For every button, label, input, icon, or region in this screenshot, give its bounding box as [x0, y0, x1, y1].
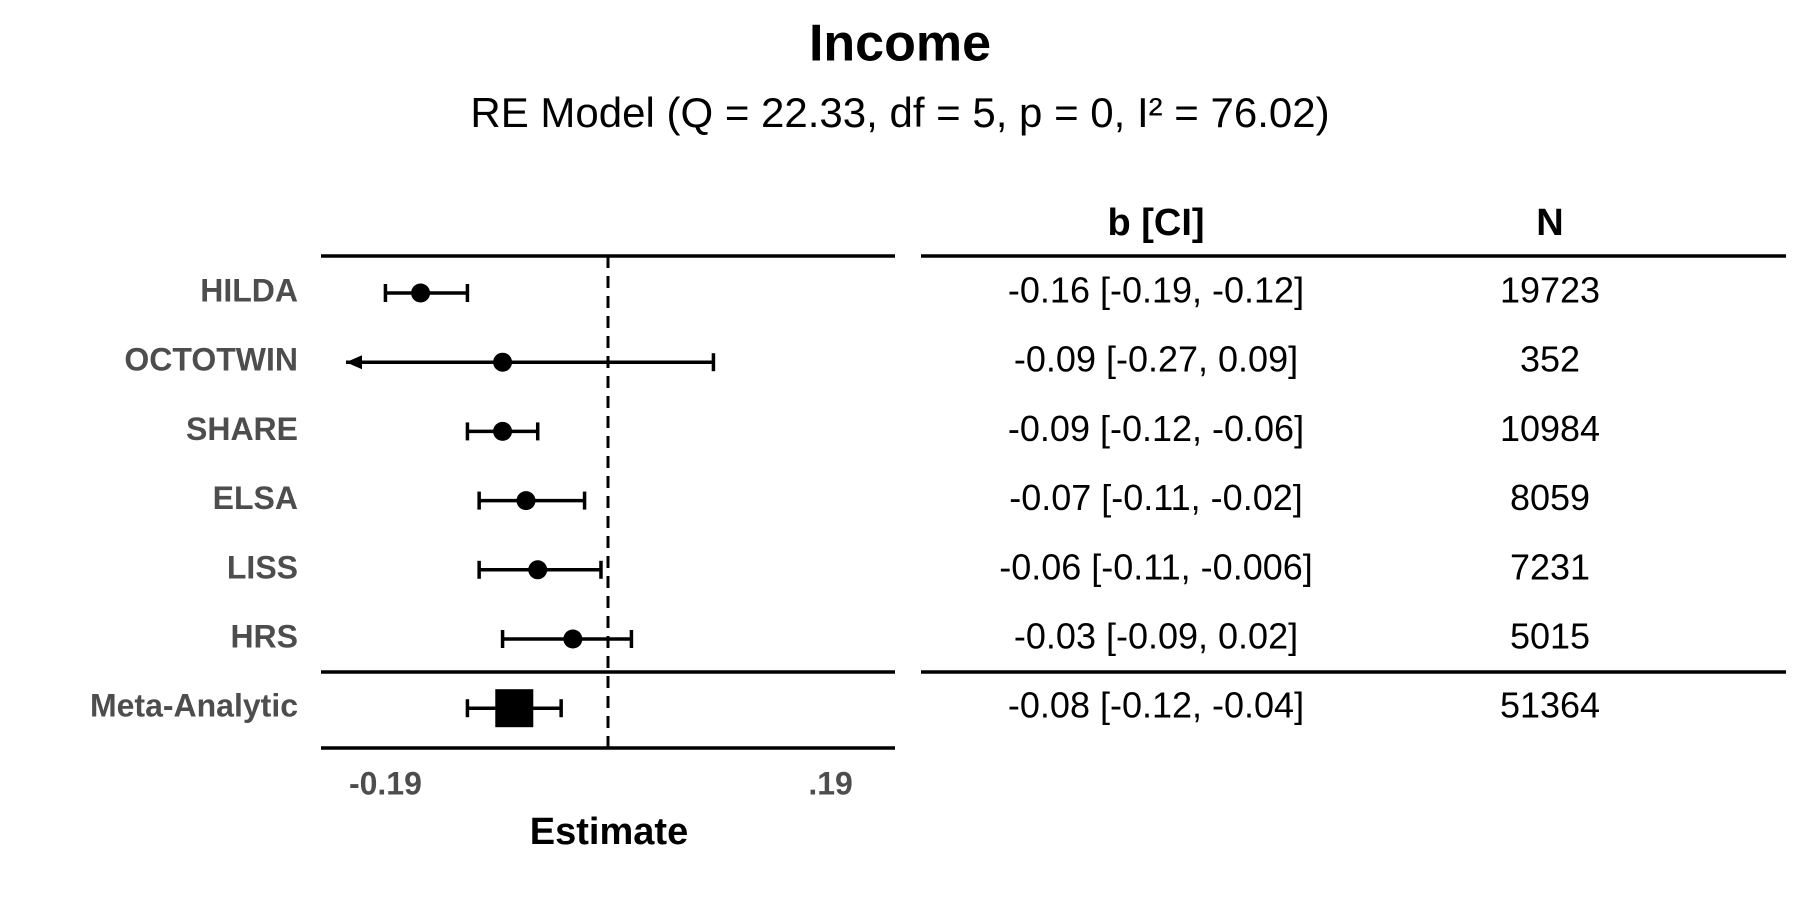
arrow [346, 355, 362, 370]
table-header: N [1536, 202, 1563, 244]
point [411, 283, 431, 303]
chart-subtitle: RE Model (Q = 22.33, df = 5, p = 0, I² =… [470, 89, 1329, 136]
n-label: 10984 [1500, 408, 1600, 449]
summary-point [495, 689, 534, 728]
row-label: ELSA [213, 480, 298, 516]
n-label: 7231 [1510, 546, 1590, 587]
point [493, 352, 513, 372]
x-axis-label: Estimate [530, 811, 688, 853]
estimate-label: -0.07 [-0.11, -0.02] [1009, 477, 1303, 518]
n-label: 5015 [1510, 616, 1590, 657]
row-label: OCTOTWIN [124, 342, 298, 378]
point [563, 629, 583, 649]
point [528, 560, 548, 580]
estimate-label: -0.03 [-0.09, 0.02] [1014, 616, 1298, 657]
point [516, 491, 536, 511]
x-tick-label: -0.19 [349, 765, 422, 801]
point [493, 421, 513, 441]
n-label: 8059 [1510, 477, 1590, 518]
estimate-label: -0.06 [-0.11, -0.006] [999, 546, 1313, 587]
row-label: LISS [227, 549, 298, 585]
estimate-label: -0.09 [-0.27, 0.09] [1014, 339, 1298, 380]
estimate-label: -0.16 [-0.19, -0.12] [1008, 270, 1304, 311]
n-label: 352 [1520, 339, 1580, 380]
x-tick-label: .19 [808, 765, 852, 801]
row-label: SHARE [186, 411, 298, 447]
n-label: 19723 [1500, 270, 1600, 311]
estimate-label: -0.09 [-0.12, -0.06] [1008, 408, 1304, 449]
row-label: HILDA [200, 272, 298, 308]
n-label: 51364 [1500, 685, 1600, 726]
row-label: Meta-Analytic [90, 688, 298, 724]
table-header: b [CI] [1107, 202, 1204, 244]
estimate-label: -0.08 [-0.12, -0.04] [1008, 685, 1304, 726]
row-label: HRS [230, 618, 298, 654]
chart-title: Income [809, 15, 991, 73]
